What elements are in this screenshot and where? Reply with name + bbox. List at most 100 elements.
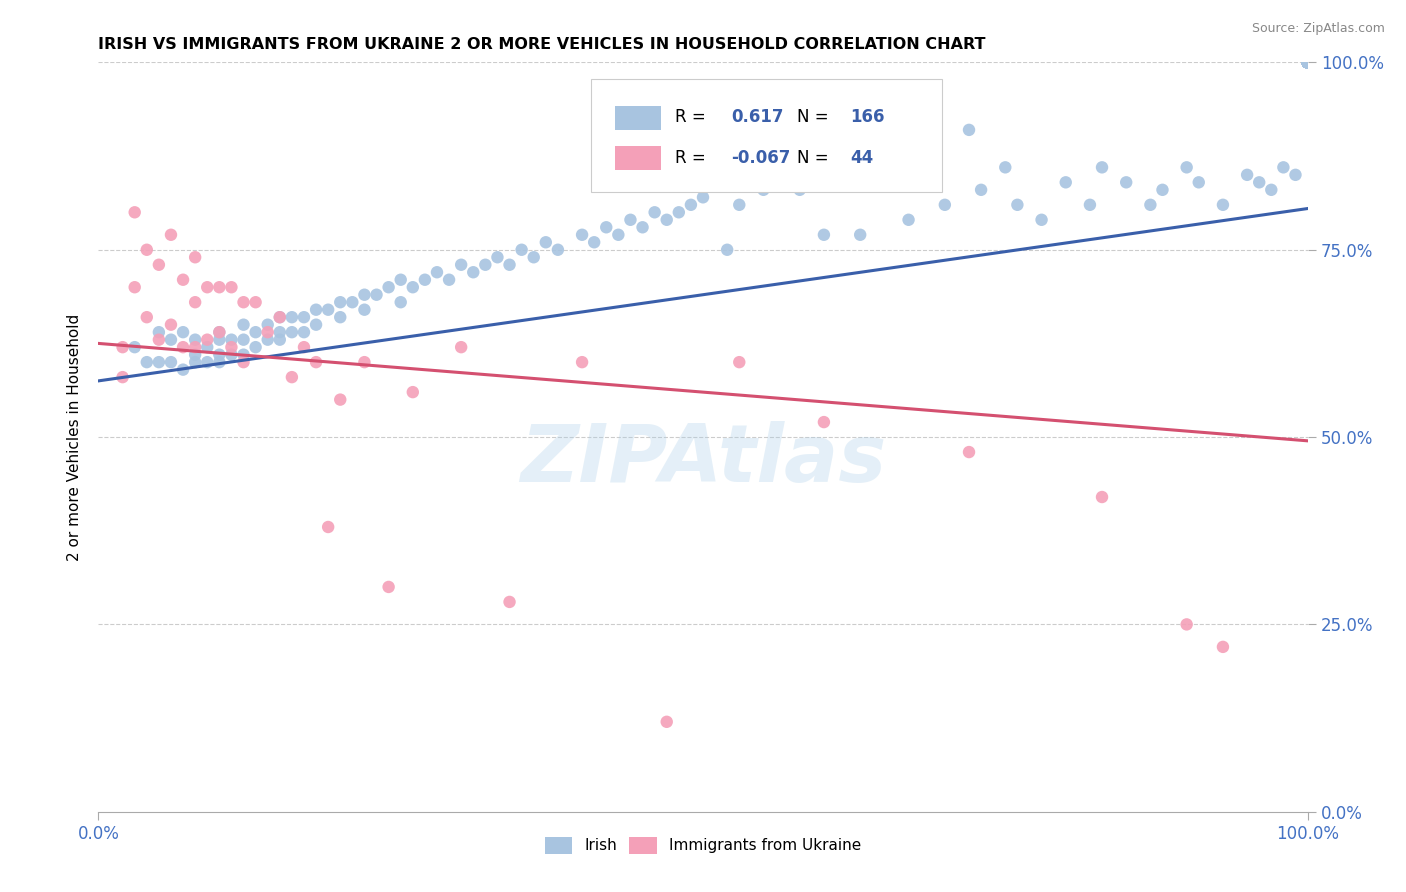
Point: [1091, 490, 1114, 504]
Point: [655, 714, 678, 729]
Point: [1296, 55, 1319, 70]
Bar: [614, 106, 661, 130]
Point: [1296, 55, 1319, 70]
Point: [292, 325, 315, 339]
Point: [1272, 161, 1295, 175]
Point: [728, 355, 751, 369]
Point: [329, 310, 352, 325]
Point: [111, 370, 134, 384]
Point: [305, 355, 328, 369]
Point: [1249, 175, 1271, 189]
Text: R =: R =: [675, 149, 711, 167]
Point: [389, 273, 412, 287]
Bar: [614, 146, 661, 170]
Point: [135, 310, 157, 325]
Point: [269, 333, 291, 347]
Point: [1296, 55, 1319, 70]
Point: [728, 198, 751, 212]
Point: [353, 355, 375, 369]
Point: [172, 325, 194, 339]
Point: [789, 183, 811, 197]
Point: [135, 243, 157, 257]
Point: [221, 333, 243, 347]
Point: [1296, 55, 1319, 70]
Point: [837, 161, 859, 175]
Point: [1296, 55, 1319, 70]
Point: [221, 348, 243, 362]
Point: [679, 198, 702, 212]
Text: N =: N =: [797, 108, 834, 126]
Point: [305, 302, 328, 317]
Point: [1296, 55, 1319, 70]
Point: [1296, 55, 1319, 70]
Point: [281, 310, 304, 325]
Point: [195, 340, 218, 354]
Point: [172, 362, 194, 376]
Point: [498, 258, 520, 272]
Point: [1296, 55, 1319, 70]
Point: [1296, 55, 1319, 70]
Point: [353, 302, 375, 317]
Point: [1296, 55, 1319, 70]
Point: [1296, 55, 1319, 70]
Point: [510, 243, 533, 257]
Point: [184, 295, 207, 310]
Point: [1296, 55, 1319, 70]
Point: [124, 280, 146, 294]
Point: [208, 333, 231, 347]
Point: [644, 205, 666, 219]
Point: [583, 235, 606, 250]
Point: [1296, 55, 1319, 70]
Point: [208, 348, 231, 362]
Point: [208, 325, 231, 339]
Text: IRISH VS IMMIGRANTS FROM UKRAINE 2 OR MORE VEHICLES IN HOUSEHOLD CORRELATION CHA: IRISH VS IMMIGRANTS FROM UKRAINE 2 OR MO…: [98, 37, 986, 52]
Point: [232, 355, 254, 369]
Point: [1296, 55, 1319, 70]
Point: [692, 190, 714, 204]
Point: [1296, 55, 1319, 70]
FancyBboxPatch shape: [591, 78, 942, 192]
Legend: Irish, Immigrants from Ukraine: Irish, Immigrants from Ukraine: [538, 830, 868, 860]
Point: [1296, 55, 1319, 70]
Point: [1296, 55, 1319, 70]
Point: [813, 227, 835, 242]
Point: [474, 258, 496, 272]
Point: [148, 325, 170, 339]
Point: [595, 220, 617, 235]
Point: [208, 325, 231, 339]
Point: [1284, 168, 1306, 182]
Point: [1296, 55, 1319, 70]
Point: [1188, 175, 1211, 189]
Point: [1115, 175, 1137, 189]
Point: [232, 318, 254, 332]
Point: [160, 318, 183, 332]
Point: [245, 325, 267, 339]
Point: [498, 595, 520, 609]
Point: [1236, 168, 1258, 182]
Point: [873, 145, 896, 160]
Point: [1296, 55, 1319, 70]
Point: [547, 243, 569, 257]
Point: [1078, 198, 1101, 212]
Point: [292, 310, 315, 325]
Point: [571, 355, 593, 369]
Point: [437, 273, 460, 287]
Point: [1296, 55, 1319, 70]
Point: [970, 183, 993, 197]
Point: [1296, 55, 1319, 70]
Point: [897, 212, 920, 227]
Point: [269, 310, 291, 325]
Point: [571, 227, 593, 242]
Point: [292, 340, 315, 354]
Point: [1296, 55, 1319, 70]
Point: [1054, 175, 1077, 189]
Point: [269, 325, 291, 339]
Point: [232, 333, 254, 347]
Point: [195, 355, 218, 369]
Point: [184, 348, 207, 362]
Point: [269, 310, 291, 325]
Point: [1296, 55, 1319, 70]
Point: [1296, 55, 1319, 70]
Point: [1139, 198, 1161, 212]
Point: [1296, 55, 1319, 70]
